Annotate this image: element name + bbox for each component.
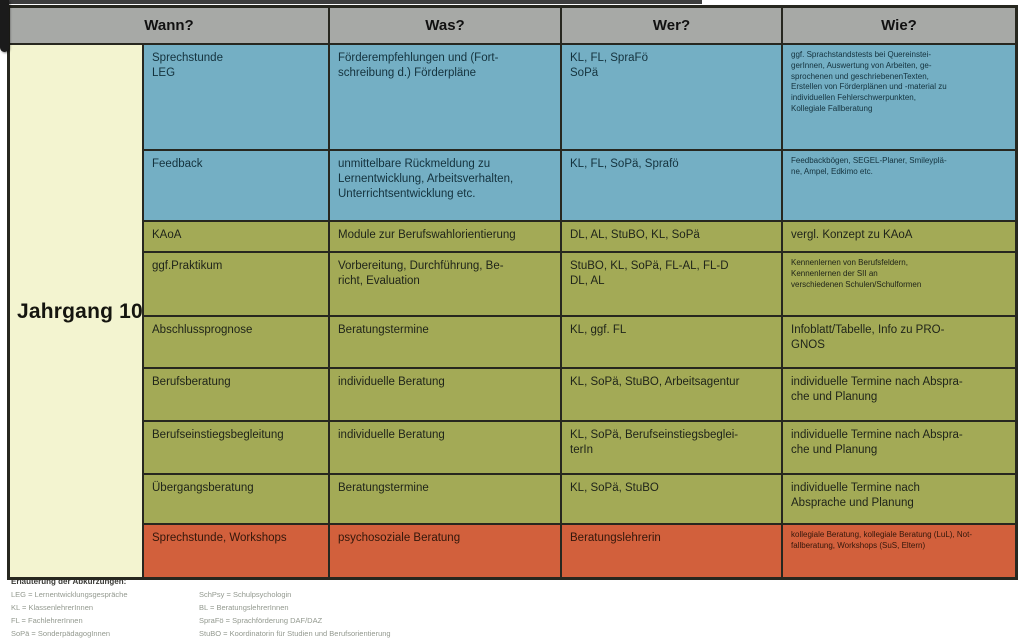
cell-wann-sprechstunde-workshops: Sprechstunde, Workshops <box>144 525 330 577</box>
column-header-wann: Wann? <box>10 8 330 45</box>
cell-was: Module zur Berufswahlorientierung <box>330 222 562 253</box>
cell-wann-kaoa: KAoA <box>144 222 330 253</box>
legend-item: FL = FachlehrerInnen <box>11 616 83 625</box>
viewer-edge-tab <box>0 0 9 52</box>
legend-item: StuBO = Koordinatorin für Studien und Be… <box>199 629 391 638</box>
cell-wer: KL, FL, SpraFö SoPä <box>562 45 783 151</box>
cell-wann-sprechstunde-leg: Sprechstunde LEG <box>144 45 330 151</box>
schedule-table: Wann? Was? Wer? Wie? Jahrgang 10 Sprechs… <box>7 5 1018 580</box>
cell-wer: KL, SoPä, StuBO <box>562 475 783 525</box>
cell-wann-berufsberatung: Berufsberatung <box>144 369 330 422</box>
cell-wer: KL, FL, SoPä, Sprafö <box>562 151 783 222</box>
cell-wer: KL, ggf. FL <box>562 317 783 369</box>
cell-wann-praktikum: ggf.Praktikum <box>144 253 330 317</box>
legend-item: SpraFö = Sprachförderung DAF/DAZ <box>199 616 323 625</box>
cell-was: individuelle Beratung <box>330 422 562 475</box>
cell-wer: KL, SoPä, Berufseinstiegsbeglei- terIn <box>562 422 783 475</box>
cell-wie: ggf. Sprachstandstests bei Quereinstei- … <box>783 45 1015 151</box>
cell-wann-berufseinstiegsbegleitung: Berufseinstiegsbegleitung <box>144 422 330 475</box>
cell-wer: Beratungslehrerin <box>562 525 783 577</box>
cell-wie: kollegiale Beratung, kollegiale Beratung… <box>783 525 1015 577</box>
cell-wann-feedback: Feedback <box>144 151 330 222</box>
legend-item: SoPä = SonderpädagogInnen <box>11 629 111 638</box>
cell-was: psychosoziale Beratung <box>330 525 562 577</box>
column-header-was: Was? <box>330 8 562 45</box>
cell-wie: Infoblatt/Tabelle, Info zu PRO- GNOS <box>783 317 1015 369</box>
cell-wie: vergl. Konzept zu KAoA <box>783 222 1015 253</box>
cell-wie: Feedbackbögen, SEGEL-Planer, Smileyplä- … <box>783 151 1015 222</box>
legend-column-right: SchPsy = Schulpsychologin BL = Beratungs… <box>199 588 391 640</box>
cell-was: Förderempfehlungen und (Fort- schreibung… <box>330 45 562 151</box>
column-header-wer: Wer? <box>562 8 783 45</box>
legend-item: BL = BeratungslehrerInnen <box>199 603 289 612</box>
cell-was: unmittelbare Rückmeldung zu Lernentwickl… <box>330 151 562 222</box>
cell-wann-uebergangsberatung: Übergangsberatung <box>144 475 330 525</box>
cell-wann-abschlussprognose: Abschlussprognose <box>144 317 330 369</box>
row-group-label: Jahrgang 10 <box>10 45 144 577</box>
legend-title: Erläuterung der Abkürzungen: <box>11 577 127 586</box>
window-edge-strip <box>0 0 702 4</box>
cell-was: Beratungstermine <box>330 475 562 525</box>
column-header-wie: Wie? <box>783 8 1015 45</box>
cell-wer: DL, AL, StuBO, KL, SoPä <box>562 222 783 253</box>
cell-wie: individuelle Termine nach Abspra- che un… <box>783 369 1015 422</box>
legend-item: KL = KlassenlehrerInnen <box>11 603 94 612</box>
cell-was: individuelle Beratung <box>330 369 562 422</box>
cell-wie: individuelle Termine nach Absprache und … <box>783 475 1015 525</box>
legend-column-left: LEG = Lernentwicklungsgespräche KL = Kla… <box>11 588 128 640</box>
legend-item: SchPsy = Schulpsychologin <box>199 590 292 599</box>
legend-item: LEG = Lernentwicklungsgespräche <box>11 590 128 599</box>
cell-wie: Kennenlernen von Berufsfeldern, Kennenle… <box>783 253 1015 317</box>
cell-wie: individuelle Termine nach Abspra- che un… <box>783 422 1015 475</box>
cell-wer: KL, SoPä, StuBO, Arbeitsagentur <box>562 369 783 422</box>
cell-wer: StuBO, KL, SoPä, FL-AL, FL-D DL, AL <box>562 253 783 317</box>
cell-was: Vorbereitung, Durchführung, Be- richt, E… <box>330 253 562 317</box>
cell-was: Beratungstermine <box>330 317 562 369</box>
